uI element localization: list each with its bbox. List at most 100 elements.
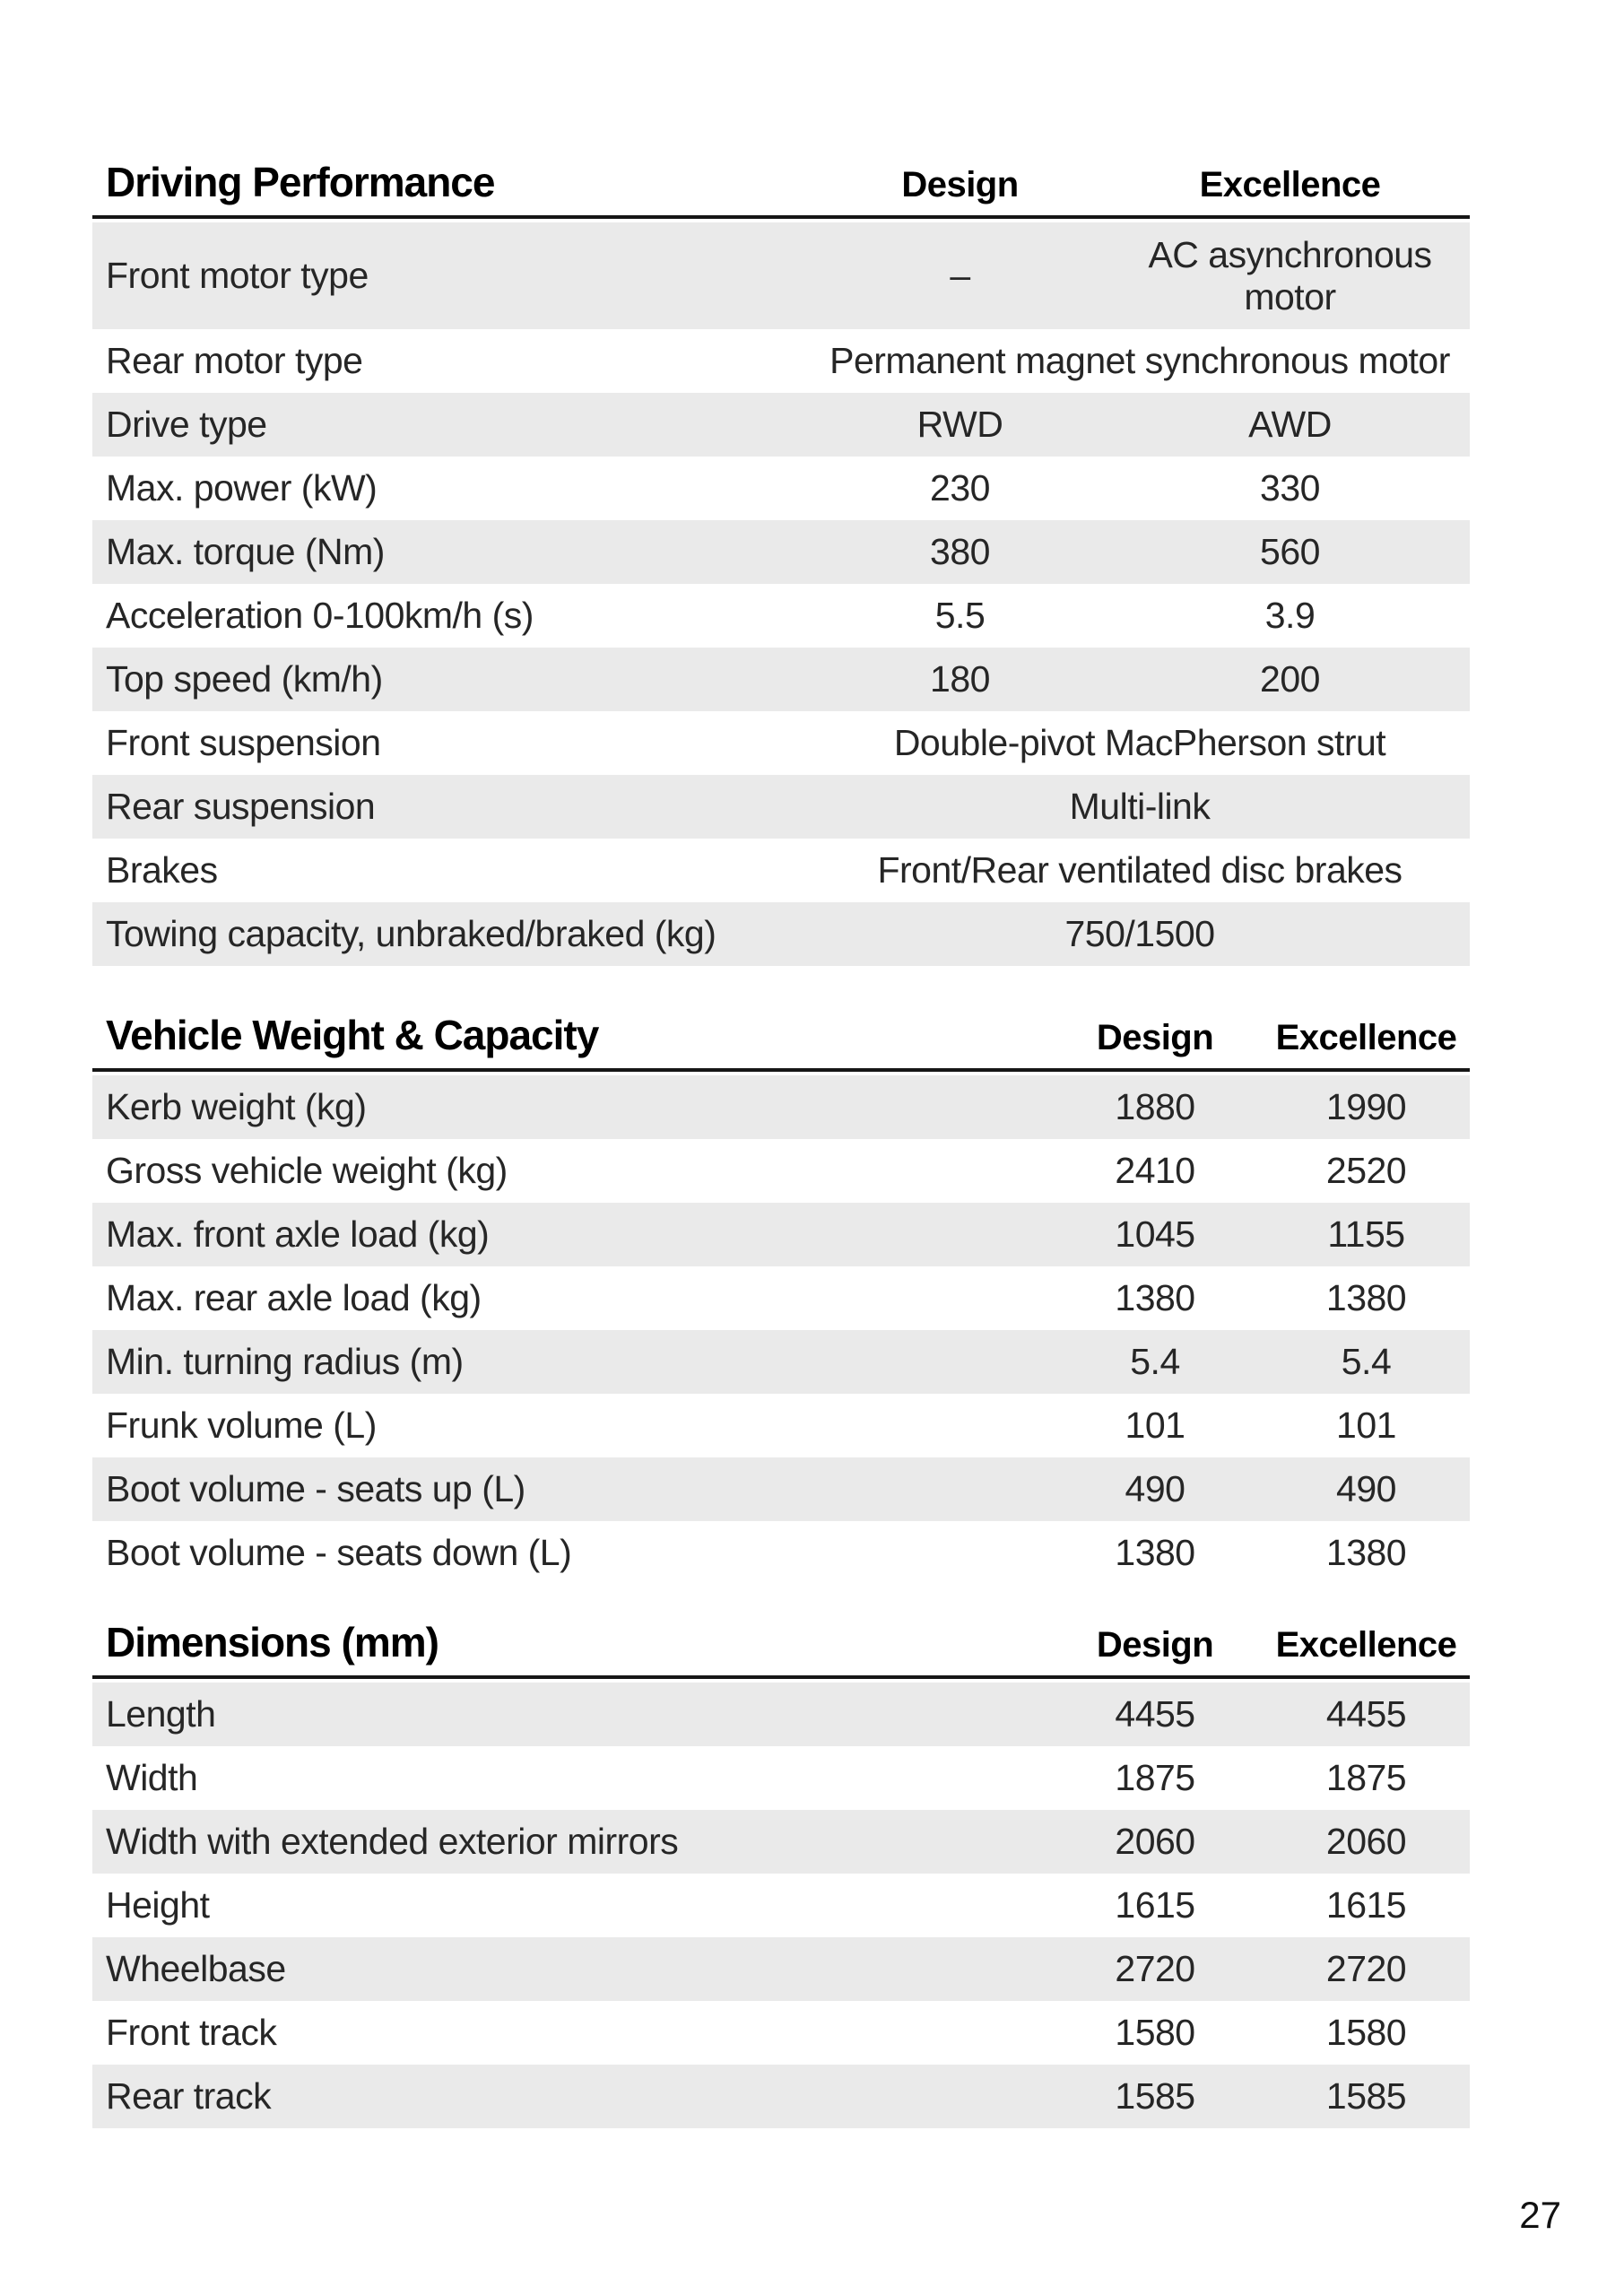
excellence-value: 1990 (1325, 1086, 1407, 1127)
page-content: Driving Performance Design Excellence Fr… (92, 158, 1470, 2128)
table-row: Boot volume - seats up (L) 490 490 (92, 1457, 1470, 1521)
row-label: Boot volume - seats down (L) (106, 1532, 572, 1573)
row-label: Height (106, 1884, 210, 1926)
row-label: Max. front axle load (kg) (106, 1213, 490, 1255)
row-label: Max. power (kW) (106, 467, 378, 509)
table-header: Dimensions (mm) Design Excellence (92, 1618, 1470, 1679)
table-row: Rear suspension Multi-link (92, 775, 1470, 839)
design-value: 1045 (1115, 1213, 1195, 1255)
span-value: Front/Rear ventilated disc brakes (877, 849, 1403, 891)
span-value: Multi-link (1069, 786, 1211, 827)
design-value: 101 (1125, 1405, 1185, 1446)
excellence-value: 1875 (1325, 1757, 1407, 1798)
table-row: Rear motor type Permanent magnet synchro… (92, 329, 1470, 393)
row-label: Rear suspension (106, 786, 376, 827)
excellence-value: 3.9 (1264, 595, 1316, 636)
design-value: 490 (1125, 1468, 1185, 1509)
table-row: Gross vehicle weight (kg) 2410 2520 (92, 1139, 1470, 1203)
excellence-value: 1580 (1325, 2012, 1407, 2053)
excellence-value-text: AC asynchronous motor (1148, 233, 1432, 317)
row-label: Gross vehicle weight (kg) (106, 1150, 508, 1191)
excellence-value: 1380 (1325, 1277, 1407, 1318)
table-rows: Kerb weight (kg) 1880 1990 Gross vehicle… (92, 1075, 1470, 1585)
excellence-value: 2060 (1325, 1821, 1407, 1862)
table-row: Front suspension Double-pivot MacPherson… (92, 711, 1470, 775)
design-value: 5.5 (934, 595, 986, 636)
span-value: 750/1500 (1064, 913, 1215, 954)
table-rows: Front motor type – AC asynchronous motor… (92, 222, 1470, 966)
table-row: Min. turning radius (m) 5.4 5.4 (92, 1330, 1470, 1394)
table-row: Towing capacity, unbraked/braked (kg) 75… (92, 902, 1470, 966)
span-value: Double-pivot MacPherson strut (893, 722, 1386, 763)
excellence-value: AC asynchronous motor (1110, 234, 1470, 318)
table-header: Vehicle Weight & Capacity Design Excelle… (92, 1011, 1470, 1072)
design-value: 4455 (1115, 1693, 1195, 1735)
table-header: Driving Performance Design Excellence (92, 158, 1470, 219)
row-label: Wheelbase (106, 1948, 286, 1989)
excellence-value: 1155 (1327, 1213, 1405, 1255)
excellence-value: 2720 (1325, 1948, 1407, 1989)
row-label: Front motor type (106, 255, 369, 296)
column-header-excellence: Excellence (1199, 165, 1381, 204)
table-row: Kerb weight (kg) 1880 1990 (92, 1075, 1470, 1139)
design-value: RWD (916, 404, 1003, 445)
row-label: Brakes (106, 849, 218, 891)
table-rows: Length 4455 4455 Width 1875 1875 Width w… (92, 1683, 1470, 2128)
excellence-value: 560 (1260, 531, 1320, 572)
row-label: Max. torque (Nm) (106, 531, 385, 572)
table-row: Drive type RWD AWD (92, 393, 1470, 457)
design-value: 1615 (1115, 1884, 1195, 1926)
design-value: 1880 (1115, 1086, 1195, 1127)
table-title: Dimensions (mm) (106, 1619, 439, 1665)
column-header-excellence: Excellence (1275, 1018, 1457, 1057)
row-label: Rear motor type (106, 340, 363, 381)
design-value: 2720 (1115, 1948, 1195, 1989)
row-label: Frunk volume (L) (106, 1405, 377, 1446)
table-row: Max. front axle load (kg) 1045 1155 (92, 1203, 1470, 1266)
excellence-value: 490 (1336, 1468, 1396, 1509)
table-row: Front track 1580 1580 (92, 2001, 1470, 2065)
table-row: Wheelbase 2720 2720 (92, 1937, 1470, 2001)
design-value: 1875 (1115, 1757, 1195, 1798)
design-value: 1380 (1115, 1532, 1195, 1573)
table-row: Boot volume - seats down (L) 1380 1380 (92, 1521, 1470, 1585)
design-value: 1580 (1115, 2012, 1195, 2053)
excellence-value: 2520 (1325, 1150, 1407, 1191)
design-value: 1585 (1115, 2075, 1195, 2117)
table-row: Height 1615 1615 (92, 1874, 1470, 1937)
row-label: Width (106, 1757, 198, 1798)
table-row: Acceleration 0-100km/h (s) 5.5 3.9 (92, 584, 1470, 648)
column-header-excellence: Excellence (1275, 1625, 1457, 1665)
span-value: Permanent magnet synchronous motor (829, 340, 1450, 381)
row-label: Length (106, 1693, 216, 1735)
excellence-value: 4455 (1325, 1693, 1407, 1735)
design-value: 180 (930, 658, 990, 700)
table-row: Front motor type – AC asynchronous motor (92, 222, 1470, 329)
design-value: 1380 (1115, 1277, 1195, 1318)
table-row: Max. torque (Nm) 380 560 (92, 520, 1470, 584)
design-value: – (950, 255, 970, 296)
design-value: 230 (930, 467, 990, 509)
table-driving-performance: Driving Performance Design Excellence Fr… (92, 158, 1470, 966)
table-row: Rear track 1585 1585 (92, 2065, 1470, 2128)
excellence-value: AWD (1248, 404, 1332, 445)
excellence-value: 1380 (1325, 1532, 1407, 1573)
column-header-design: Design (901, 165, 1019, 204)
table-row: Brakes Front/Rear ventilated disc brakes (92, 839, 1470, 902)
column-header-design: Design (1096, 1625, 1214, 1665)
excellence-value: 330 (1260, 467, 1320, 509)
row-label: Drive type (106, 404, 267, 445)
row-label: Max. rear axle load (kg) (106, 1277, 482, 1318)
table-title: Driving Performance (106, 159, 495, 205)
row-label: Kerb weight (kg) (106, 1086, 367, 1127)
row-label: Towing capacity, unbraked/braked (kg) (106, 913, 716, 954)
row-label: Top speed (km/h) (106, 658, 383, 700)
table-dimensions: Dimensions (mm) Design Excellence Length… (92, 1618, 1470, 2128)
column-header-design: Design (1096, 1018, 1214, 1057)
row-label: Width with extended exterior mirrors (106, 1821, 679, 1862)
row-label: Boot volume - seats up (L) (106, 1468, 525, 1509)
row-label: Front suspension (106, 722, 381, 763)
row-label: Front track (106, 2012, 277, 2053)
excellence-value: 200 (1260, 658, 1320, 700)
